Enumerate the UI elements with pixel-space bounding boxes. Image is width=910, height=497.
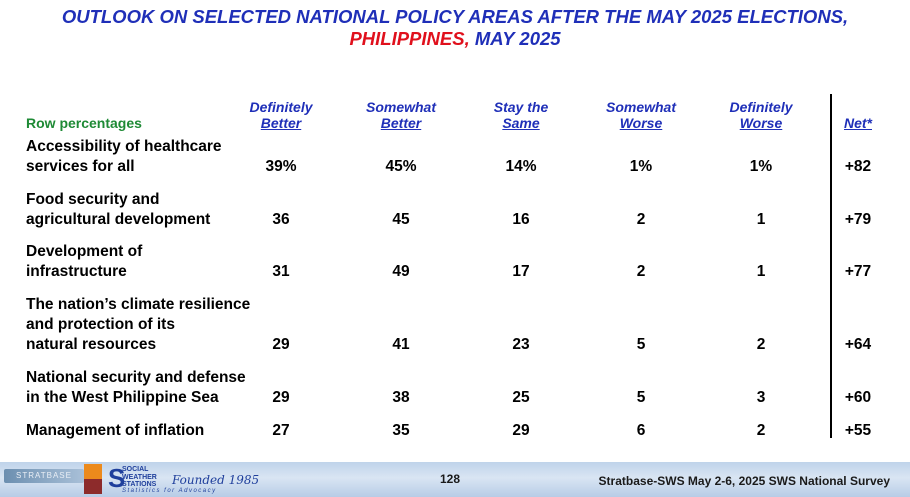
column-header-line1: [798, 99, 910, 115]
table-cell: 14%: [505, 158, 537, 175]
column-header: Somewhat Worse: [581, 99, 701, 131]
stratbase-logo-text: STRATBASE: [16, 471, 72, 480]
column-header-line1: Somewhat: [365, 99, 436, 115]
table-cell: +79: [844, 211, 872, 228]
table-cell: 5: [636, 336, 646, 353]
table-cell: 23: [512, 336, 530, 353]
table-cell: 1%: [749, 158, 773, 175]
column-header-line1: Stay the: [493, 99, 549, 115]
row-percentages-label: Row percentages: [26, 115, 142, 131]
sws-logo-icon: S: [108, 463, 126, 493]
page-number: 128: [440, 472, 461, 486]
row-label: The nation’s climate resilience and prote…: [26, 295, 250, 355]
column-header-line2: Worse: [739, 115, 783, 131]
table-cell: 6: [636, 422, 646, 439]
column-header-line2: Same: [502, 115, 540, 131]
column-header-line2: Better: [260, 115, 302, 131]
title-line-1: OUTLOOK ON SELECTED NATIONAL POLICY AREA…: [61, 6, 849, 27]
table-cell: +60: [844, 389, 872, 406]
table-cell: 16: [512, 211, 530, 228]
row-label-line: in the West Philippine Sea: [26, 389, 219, 406]
table-cell: 45: [392, 211, 410, 228]
row-label: National security and defense in the West…: [26, 368, 246, 408]
table-cell: +55: [844, 422, 872, 439]
column-header: Net*: [798, 99, 910, 131]
table-cell: 29: [272, 389, 290, 406]
title-date: MAY 2025: [469, 28, 561, 49]
table-cell: 1: [756, 211, 766, 228]
row-label-line: Food security and: [26, 191, 160, 208]
row-label-line: The nation’s climate resilience: [26, 296, 251, 313]
survey-source: Stratbase-SWS May 2-6, 2025 SWS National…: [598, 474, 890, 488]
table-cell: 5: [636, 389, 646, 406]
table-cell: 2: [636, 263, 646, 280]
title-line-2: PHILIPPINES, MAY 2025: [0, 28, 910, 50]
row-label-line: agricultural development: [26, 211, 211, 228]
table-cell: 2: [636, 211, 646, 228]
row-label-line: infrastructure: [26, 263, 127, 280]
table-cell: +77: [844, 263, 872, 280]
table-cell: 31: [272, 263, 290, 280]
table-cell: 45%: [385, 158, 417, 175]
table-cell: 2: [756, 336, 766, 353]
table-cell: 39%: [265, 158, 297, 175]
row-label: Development of infrastructure: [26, 242, 142, 282]
row-label-line: Management of inflation: [26, 422, 205, 439]
column-header-line2: Net*: [843, 115, 872, 131]
column-header-line2: Worse: [619, 115, 663, 131]
row-label: Accessibility of healthcare services for …: [26, 137, 222, 177]
column-header-line1: Definitely: [729, 99, 793, 115]
table-cell: 49: [392, 263, 410, 280]
sws-logo-text: SOCIAL WEATHER STATIONS: [122, 466, 157, 488]
table-cell: 29: [512, 422, 530, 439]
sws-tagline: Statistics for Advocacy: [122, 488, 217, 494]
table-cell: 35: [392, 422, 410, 439]
table-cell: 38: [392, 389, 410, 406]
stratbase-logo: STRATBASE: [4, 469, 84, 483]
table-cell: 41: [392, 336, 410, 353]
row-label-line: services for all: [26, 158, 135, 175]
row-label-line: natural resources: [26, 336, 157, 353]
row-label-line: National security and defense: [26, 369, 246, 386]
column-header-line1: Somewhat: [605, 99, 676, 115]
table-cell: 27: [272, 422, 290, 439]
sws-founded-text: Founded 1985: [172, 473, 260, 487]
logo-orange-square: [84, 464, 102, 479]
table-cell: +82: [844, 158, 872, 175]
table-cell: +64: [844, 336, 872, 353]
table-cell: 29: [272, 336, 290, 353]
column-header-line1: Definitely: [249, 99, 313, 115]
footer-bar: STRATBASE S SOCIAL WEATHER STATIONS Foun…: [0, 462, 910, 497]
row-label: Management of inflation: [26, 421, 204, 441]
title-country: PHILIPPINES,: [349, 28, 470, 49]
table-cell: 3: [756, 389, 766, 406]
column-header: Definitely Worse: [701, 99, 821, 131]
table-cell: 1: [756, 263, 766, 280]
column-header: Somewhat Better: [341, 99, 461, 131]
table-cell: 25: [512, 389, 530, 406]
table-cell: 17: [512, 263, 530, 280]
table-cell: 36: [272, 211, 290, 228]
table-cell: 2: [756, 422, 766, 439]
column-header-line2: Better: [380, 115, 422, 131]
row-label-line: Development of: [26, 243, 143, 260]
chart-title: OUTLOOK ON SELECTED NATIONAL POLICY AREA…: [0, 6, 910, 50]
column-header: Definitely Better: [221, 99, 341, 131]
row-label: Food security and agricultural developmen…: [26, 190, 210, 230]
table-cell: 1%: [629, 158, 653, 175]
row-label-line: Accessibility of healthcare: [26, 138, 222, 155]
column-header: Stay the Same: [461, 99, 581, 131]
logo-maroon-square: [84, 479, 102, 494]
row-label-line: and protection of its: [26, 316, 175, 333]
net-divider-line: [830, 94, 832, 438]
